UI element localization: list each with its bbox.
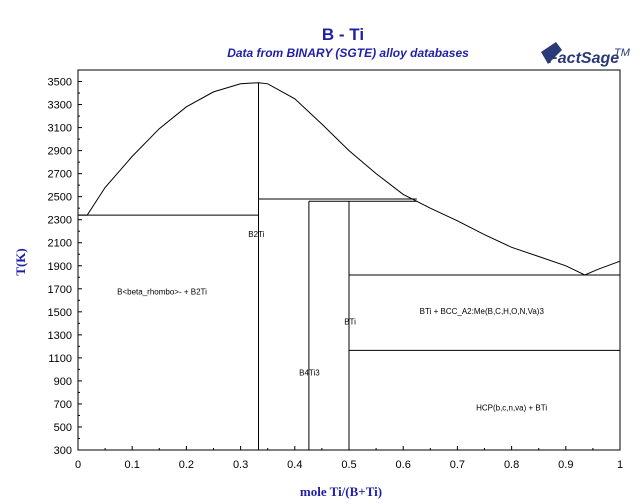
phase-region-label: BTi + BCC_A2:Me(B,C,H,O,N,Va)3 — [420, 307, 545, 316]
logo-swoosh-icon — [541, 42, 562, 64]
x-tick-label: 0.3 — [233, 459, 248, 471]
phase-region-label: BTi — [344, 317, 356, 326]
x-tick-label: 0.8 — [504, 459, 519, 471]
x-axis: 0 0.1 0.2 0.3 0.4 0.5 0.6 0.7 0.8 0.9 1 — [75, 446, 623, 471]
x-axis-label: mole Ti/(B+Ti) — [300, 484, 382, 499]
y-tick-label: 2500 — [48, 192, 72, 204]
phase-region-label: B<beta_rhombo>- + B2Ti — [117, 288, 207, 297]
phase-boundary-0 — [78, 82, 621, 276]
y-tick-label: 1300 — [48, 330, 72, 342]
x-tick-label: 0.1 — [125, 459, 140, 471]
x-tick-label: 0 — [75, 459, 81, 471]
x-tick-label: 0.4 — [287, 459, 302, 471]
y-tick-label: 3100 — [48, 123, 72, 135]
phase-boundaries — [78, 82, 621, 450]
y-tick-label: 700 — [54, 399, 72, 411]
y-tick-label: 1100 — [48, 353, 72, 365]
x-tick-label: 0.2 — [179, 459, 194, 471]
factsage-logo: FactSage TM — [541, 42, 631, 67]
y-tick-label: 900 — [54, 376, 72, 388]
y-tick-label: 2700 — [48, 169, 72, 181]
x-tick-label: 0.7 — [450, 459, 465, 471]
y-axis: 300 500 700 900 1100 1300 1500 1700 1900 2100 2300… — [48, 77, 82, 457]
x-tick-label: 0.5 — [341, 459, 356, 471]
y-tick-label: 300 — [54, 445, 72, 457]
y-tick-label: 2100 — [48, 238, 72, 250]
y-tick-label: 2900 — [48, 146, 72, 158]
y-axis-label: T(K) — [13, 248, 28, 275]
logo-mark: TM — [614, 47, 631, 59]
y-tick-label: 1700 — [48, 284, 72, 296]
phase-region-label: B2Ti — [248, 230, 264, 239]
x-tick-label: 0.9 — [558, 459, 573, 471]
y-tick-label: 3500 — [48, 77, 72, 89]
y-tick-label: 1500 — [48, 307, 72, 319]
phase-region-label: B4Ti3 — [299, 369, 320, 378]
logo-text: FactSage — [548, 50, 619, 67]
chart-subtitle: Data from BINARY (SGTE) alloy databases — [227, 46, 469, 60]
x-tick-label: 1 — [617, 459, 623, 471]
phase-region-label: HCP(b,c,n,va) + BTi — [476, 403, 547, 412]
y-tick-label: 2300 — [48, 215, 72, 227]
y-tick-label: 3300 — [48, 100, 72, 112]
y-tick-label: 1900 — [48, 261, 72, 273]
phase-region-labels: B2Ti B<beta_rhombo>- + B2Ti BTi BTi + BCC_A… — [117, 230, 547, 412]
y-tick-label: 500 — [54, 422, 72, 434]
x-tick-label: 0.6 — [396, 459, 411, 471]
chart-title: B - Ti — [322, 25, 364, 44]
